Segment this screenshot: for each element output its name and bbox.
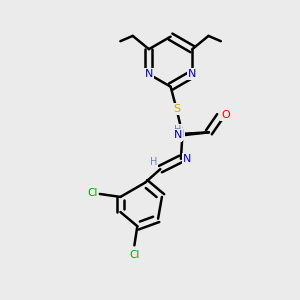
Text: N: N (183, 154, 192, 164)
Text: H: H (177, 129, 184, 139)
Text: O: O (221, 110, 230, 120)
Text: H: H (150, 157, 158, 167)
Text: Cl: Cl (129, 250, 140, 260)
Text: N: N (172, 131, 181, 141)
Text: N: N (145, 69, 153, 79)
Text: N: N (188, 69, 196, 79)
Text: S: S (173, 104, 180, 114)
Text: Cl: Cl (87, 188, 98, 197)
Text: H: H (174, 125, 182, 135)
Text: N: N (174, 130, 182, 140)
